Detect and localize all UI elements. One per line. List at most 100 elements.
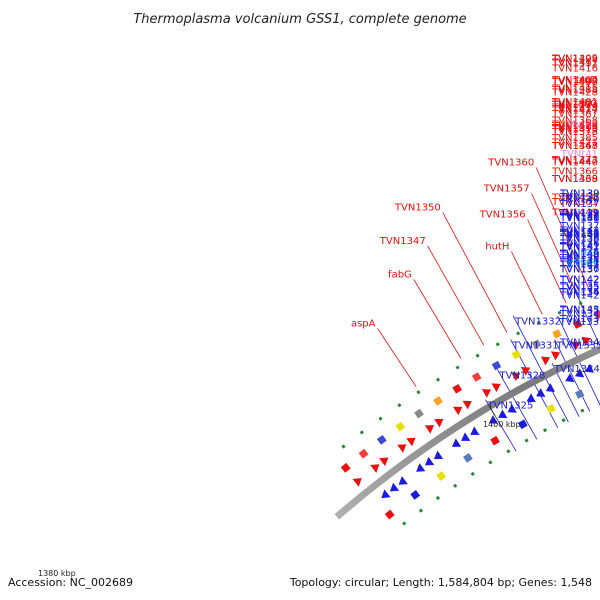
gene-label: TVN1401 [551,97,598,108]
gc-skew-mark [359,430,364,435]
gene-label: TVN1354 [559,253,600,264]
gene-label: TVN1378 [551,127,598,138]
gc-skew-mark [455,365,460,370]
forward-gene-arrow [511,372,521,382]
gene-label: TVN1368 [551,116,598,127]
gene-label: TVN1413 [551,124,598,135]
cog-category-block [575,389,585,399]
gene-label: TVN1416 [551,64,598,75]
gene-label: TVN1424 [551,121,598,132]
gene-label: TVN1438 [551,174,598,185]
forward-gene-arrow [581,336,591,346]
reverse-gene-arrow [507,404,517,413]
gene-label: TVN1395 [559,228,600,239]
map-title: Thermoplasma volcanium GSS1, complete ge… [133,12,466,27]
forward-gene-arrow [550,351,561,361]
reverse-gene-arrow [381,489,391,499]
cog-category-block [552,329,562,339]
faint-tick-label: 1380 kbp [38,569,76,578]
gc-skew-mark [578,301,583,306]
gc-skew-mark [561,418,566,423]
reverse-gene-arrow [526,393,536,403]
gene-label: TVN1420 [559,275,600,286]
reverse-gene-arrow [461,432,471,441]
reverse-gene-arrow [416,463,426,472]
gene-label: TVN1404 [551,75,598,86]
gene-label: TVN1373 [551,155,598,166]
gc-skew-mark [470,471,475,476]
gc-skew-mark [378,416,383,421]
forward-gene-arrow [520,366,531,376]
reverse-gene-arrow [470,426,480,436]
gene-label: TVN1337 [559,317,600,328]
gene-label: TVN1398 [559,188,600,199]
gene-label: TVN1425 [559,291,600,302]
gene-label: TVN1366 [551,167,598,178]
genome-summary: Topology: circular; Length: 1,584,804 bp… [289,576,592,589]
gene-label: TVN1394 [551,100,598,111]
forward-gene-arrow [491,383,501,393]
forward-gene-arrow [453,406,463,416]
gene-label: TVN1367 [551,141,598,152]
cog-category-block [531,339,542,349]
reverse-gene-arrow [488,415,499,424]
forward-gene-arrow [434,418,444,428]
gc-skew-mark [542,428,548,433]
forward-gene-arrow [424,425,435,434]
gene-label: TVN1331 [512,341,559,352]
gc-skew-mark [506,449,511,454]
gene-label: TVN1426 [559,275,600,286]
gene-label: TVN1362 [559,233,600,244]
gene-label: TVN1365 [559,239,600,250]
gene-leader-line [511,251,543,315]
gene-label: TVN1383 [559,213,600,224]
gc-skew-mark [557,310,562,315]
forward-gene-arrow [481,389,492,398]
reverse-gene-arrow [575,368,585,378]
gene-leader-line [442,212,508,333]
cog-category-block [410,490,421,500]
gene-leader-line [413,279,462,359]
gene-label: TVN1374 [559,265,600,276]
cog-category-block [490,435,500,446]
gene-label: TVN1370 [551,124,598,135]
cog-category-block [376,435,387,445]
gene-leader-line [512,315,569,423]
gene-label: TVN1388 [551,85,598,96]
reverse-gene-arrow [545,383,556,392]
gene-label: TVN1359 [559,259,600,270]
gene-label: TVN1328 [499,371,546,382]
gene-label: TVN1432 [559,305,600,316]
gene-label: TVN1423 [559,226,600,237]
gene-leader-line [531,193,579,298]
gc-skew-mark [418,508,424,513]
gc-skew-mark [580,408,585,413]
cog-category-block [384,509,395,520]
gene-label: TVNt41 [560,149,598,160]
gc-skew-mark [435,495,440,501]
gene-label: TVN1449 [551,208,598,219]
gene-label: TVN1325 [487,401,534,412]
gc-skew-mark [475,353,480,358]
gene-label: TVN1393 [551,123,598,134]
accession-label: Accession: NC_002689 [8,576,133,589]
cog-category-block [433,396,443,406]
gene-label: TVN1389 [559,229,600,240]
gene-label: TVN1343 [559,337,600,348]
gene-label: TVN1372 [559,210,600,221]
gene-label: TVN1352 [559,281,600,292]
gene-label: TVN1402 [559,249,600,260]
gc-skew-mark [402,521,407,526]
gene-label: TVN1350 [394,203,441,214]
gc-skew-mark [516,331,521,336]
gene-label: TVN1376 [559,221,600,232]
gene-label: TVN1403 [559,230,600,241]
gene-label: TVNr03 [559,248,597,259]
gene-label: TVN1396 [559,208,600,219]
gene-label: TVN1379 [551,102,598,113]
gene-label: TVN1346 [559,309,600,320]
gene-label: TVN1334 [553,364,600,375]
gene-label: TVN1357 [483,184,530,195]
forward-gene-arrow [352,478,362,487]
gene-label: TVN1392 [551,59,598,70]
